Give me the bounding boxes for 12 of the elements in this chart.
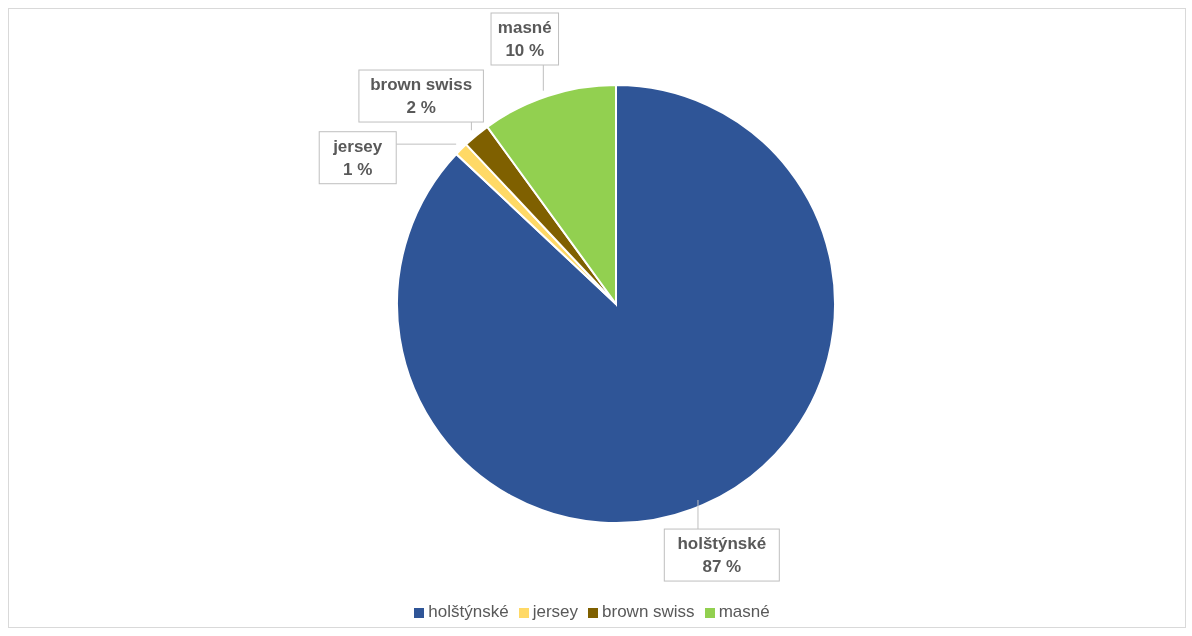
slice-label: masné [497,18,552,37]
legend-label: jersey [532,602,579,621]
slice-label: holštýnské [677,534,767,554]
legend-label: holštýnské [428,602,509,621]
legend-label: masné [718,602,770,621]
slice-label: jersey [332,136,383,156]
data-label: 10 % [505,41,545,60]
data-label: 2 % [406,98,436,118]
data-label: 1 % [343,159,373,179]
slice-label: brown swiss [370,75,473,95]
data-label: 87 % [702,557,742,577]
legend-label: brown swiss [602,602,695,621]
